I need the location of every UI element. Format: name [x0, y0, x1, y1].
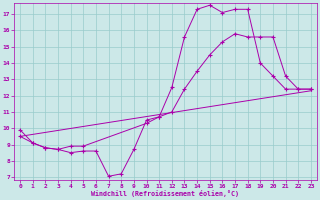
X-axis label: Windchill (Refroidissement éolien,°C): Windchill (Refroidissement éolien,°C)	[92, 190, 239, 197]
